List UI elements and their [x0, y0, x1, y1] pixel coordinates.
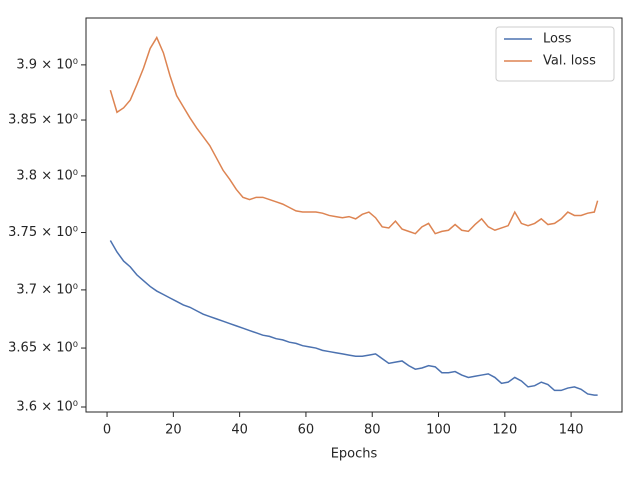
y-tick-label: 3.75 × 10⁰ — [8, 225, 78, 240]
y-tick-label: 3.9 × 10⁰ — [16, 57, 78, 72]
x-tick-label: 60 — [298, 423, 315, 438]
legend-label: Loss — [543, 32, 572, 47]
x-tick-label: 0 — [103, 423, 111, 438]
x-tick-label: 20 — [165, 423, 182, 438]
x-axis-label: Epochs — [331, 447, 378, 462]
legend-box — [495, 26, 615, 82]
y-tick-label: 3.85 × 10⁰ — [8, 113, 78, 128]
legend-label: Val. loss — [543, 54, 596, 69]
y-tick-label: 3.8 × 10⁰ — [16, 168, 78, 183]
y-tick-label: 3.6 × 10⁰ — [16, 400, 78, 415]
axes-frame — [85, 17, 623, 413]
x-tick-label: 40 — [231, 423, 248, 438]
x-tick-label: 120 — [492, 423, 517, 438]
x-tick-label: 140 — [559, 423, 584, 438]
line-series — [109, 240, 598, 396]
line-series — [109, 35, 599, 235]
y-tick-label: 3.7 × 10⁰ — [16, 282, 78, 297]
y-tick-label: 3.65 × 10⁰ — [8, 341, 78, 356]
x-tick-label: 80 — [364, 423, 381, 438]
x-tick-label: 100 — [426, 423, 451, 438]
